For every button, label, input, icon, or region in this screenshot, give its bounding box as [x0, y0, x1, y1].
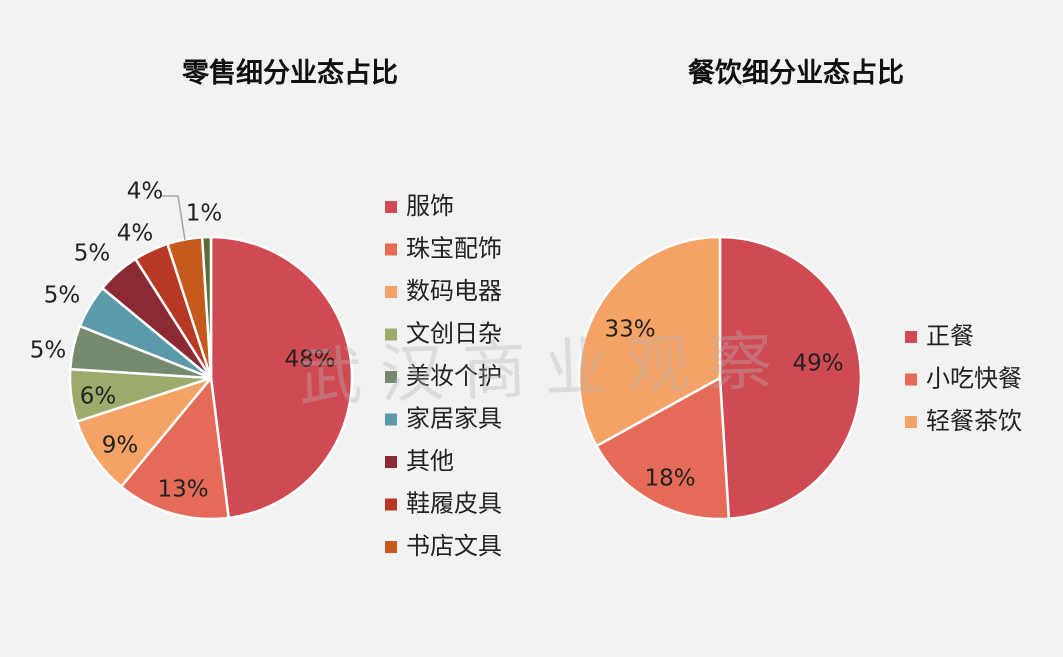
retail-legend-swatch-1 — [385, 243, 397, 256]
retail-legend-item-8: 书店文具 — [385, 532, 502, 560]
retail-slice-2 — [75, 376, 213, 488]
retail-legend-label-8: 书店文具 — [406, 532, 502, 560]
retail-data-label-3: 6% — [80, 384, 117, 410]
dining-slice-0 — [718, 235, 863, 520]
retail-data-label-9: 1% — [186, 201, 223, 227]
retail-legend-item-7: 鞋履皮具 — [385, 490, 502, 518]
retail-legend-swatch-2 — [385, 286, 397, 298]
retail-data-label-4: 5% — [30, 338, 67, 364]
dining-pie: 49% 18% 33% — [577, 235, 863, 521]
retail-legend-item-6: 其他 — [385, 447, 454, 475]
retail-legend-item-3: 文创日杂 — [385, 320, 502, 348]
dining-legend-label-2: 轻餐茶饮 — [926, 407, 1022, 435]
dining-slice-2 — [577, 235, 722, 448]
retail-legend-label-5: 家居家具 — [406, 405, 502, 433]
retail-data-label-1: 13% — [157, 477, 208, 503]
retail-slice-9 — [200, 235, 213, 380]
retail-legend-item-2: 数码电器 — [385, 277, 502, 305]
retail-chart-title: 零售细分业态占比 — [181, 57, 398, 89]
dining-data-label-0: 49% — [792, 351, 843, 377]
dining-legend-swatch-1 — [905, 373, 917, 386]
retail-slice-0 — [209, 235, 354, 520]
retail-legend-swatch-0 — [385, 201, 397, 213]
retail-legend-swatch-6 — [385, 456, 397, 468]
dining-legend-swatch-0 — [905, 331, 917, 343]
retail-legend-swatch-3 — [385, 328, 397, 341]
dining-legend-item-1: 小吃快餐 — [905, 365, 1022, 393]
dining-legend-item-2: 轻餐茶饮 — [905, 407, 1022, 435]
dining-data-label-1: 18% — [644, 466, 695, 492]
retail-legend-label-2: 数码电器 — [406, 277, 502, 305]
retail-leader-line — [162, 195, 186, 241]
retail-data-label-0: 48% — [284, 347, 335, 373]
dining-data-label-2: 33% — [604, 317, 655, 343]
retail-legend-item-4: 美妆个护 — [385, 362, 502, 390]
dining-legend-swatch-2 — [905, 416, 917, 428]
retail-legend-swatch-5 — [385, 413, 397, 426]
retail-legend-label-4: 美妆个护 — [406, 362, 502, 390]
retail-slice-1 — [119, 376, 230, 521]
retail-legend-item-1: 珠宝配饰 — [385, 235, 502, 263]
retail-pie: 48%13%9%6%5%5%5%4%4%1% — [30, 179, 354, 521]
retail-legend-swatch-7 — [385, 498, 397, 511]
dining-legend-label-1: 小吃快餐 — [926, 365, 1022, 393]
retail-data-label-6: 5% — [74, 241, 111, 267]
retail-data-label-8: 4% — [127, 179, 164, 205]
retail-legend-label-1: 珠宝配饰 — [406, 235, 502, 263]
retail-legend-swatch-4 — [385, 371, 397, 383]
retail-data-label-7: 4% — [117, 221, 154, 247]
retail-legend-label-7: 鞋履皮具 — [406, 490, 502, 518]
retail-legend-swatch-8 — [385, 541, 397, 553]
retail-legend-label-0: 服饰 — [406, 192, 454, 220]
dining-chart-title: 餐饮细分业态占比 — [688, 57, 904, 89]
dining-legend-label-0: 正餐 — [926, 322, 974, 350]
retail-data-label-5: 5% — [44, 283, 81, 309]
retail-legend-label-3: 文创日杂 — [406, 320, 502, 348]
retail-legend-item-0: 服饰 — [385, 192, 454, 220]
dining-slice-1 — [595, 376, 731, 521]
retail-data-label-2: 9% — [102, 433, 139, 459]
retail-legend-label-6: 其他 — [406, 447, 454, 475]
retail-legend-item-5: 家居家具 — [385, 405, 502, 433]
dining-legend-item-0: 正餐 — [905, 322, 974, 350]
